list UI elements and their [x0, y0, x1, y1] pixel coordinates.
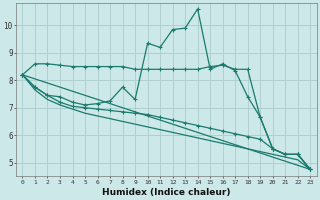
X-axis label: Humidex (Indice chaleur): Humidex (Indice chaleur): [102, 188, 231, 197]
